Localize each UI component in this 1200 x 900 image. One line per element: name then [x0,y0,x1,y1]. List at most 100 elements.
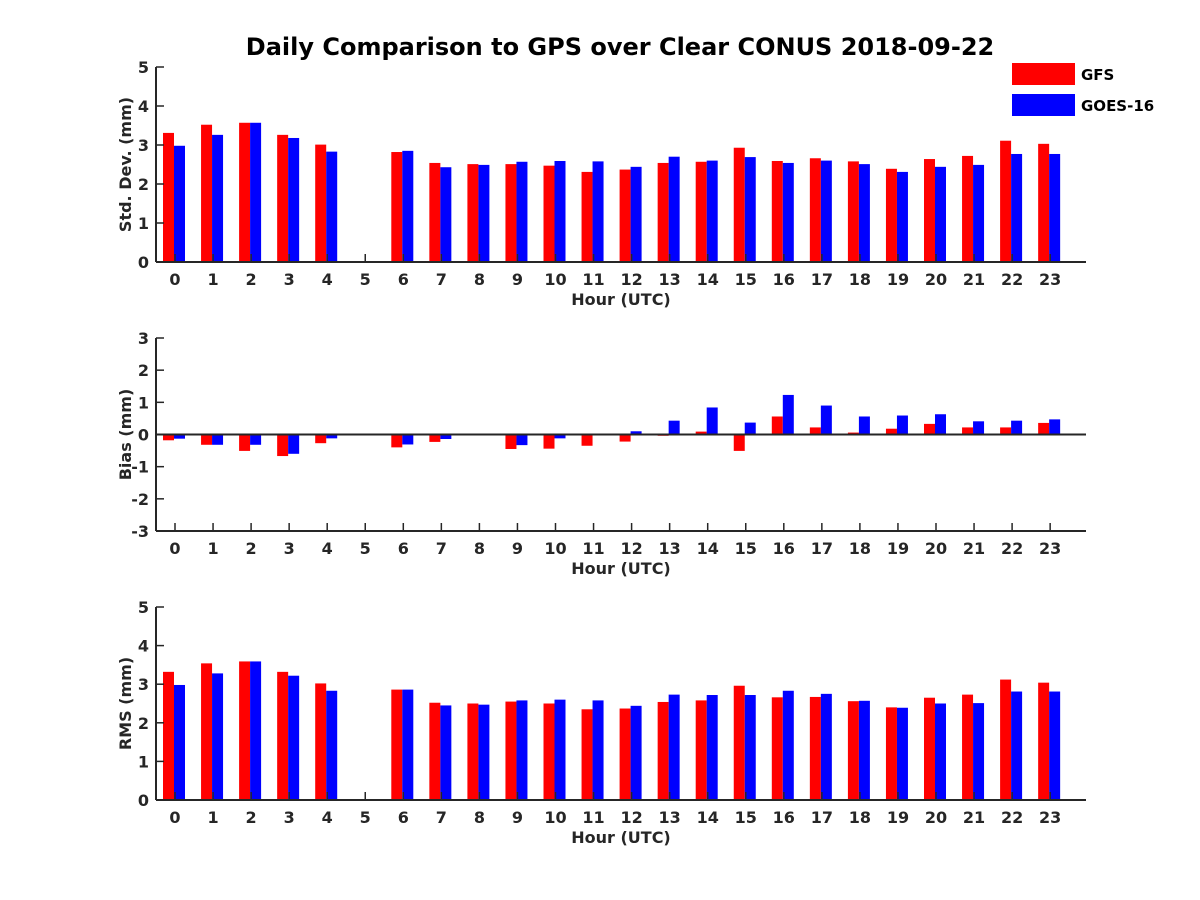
bar-bias-goes-16-hour-9 [516,434,528,446]
bar-bias-gfs-hour-6 [391,434,403,448]
x-tick-label: 1 [207,539,218,558]
bar-std-gfs-hour-18 [847,161,859,262]
bar-bias-goes-16-hour-15 [744,422,756,435]
bar-bias-goes-16-hour-18 [858,416,870,435]
bar-rms-gfs-hour-14 [695,700,707,800]
x-tick-label: 0 [169,808,180,827]
x-axis-label-bias: Hour (UTC) [571,559,671,578]
y-tick-label: 5 [138,58,149,77]
y-tick-label: 0 [138,791,149,810]
bar-bias-goes-16-hour-13 [668,420,680,435]
bar-bias-gfs-hour-0 [163,434,174,441]
y-tick-label: 3 [138,136,149,155]
bar-rms-goes-16-hour-18 [858,700,870,800]
x-tick-label: 23 [1039,808,1061,827]
bar-std-gfs-hour-2 [239,122,251,263]
x-tick-label: 15 [735,539,757,558]
x-tick-label: 23 [1039,270,1061,289]
bar-bias-gfs-hour-9 [505,434,517,449]
x-tick-label: 17 [811,539,833,558]
bar-rms-gfs-hour-16 [771,697,783,800]
bar-rms-goes-16-hour-9 [516,700,528,800]
x-tick-label: 15 [735,808,757,827]
bar-bias-gfs-hour-1 [201,434,213,445]
x-axis-label-std: Hour (UTC) [571,290,671,309]
bar-std-gfs-hour-19 [885,168,897,262]
bar-bias-goes-16-hour-22 [1011,420,1023,435]
x-tick-label: 10 [544,539,566,558]
bar-std-gfs-hour-7 [429,162,441,262]
x-tick-label: 5 [360,808,371,827]
bar-rms-gfs-hour-13 [657,701,669,800]
bar-std-gfs-hour-15 [733,147,745,262]
bar-std-gfs-hour-20 [924,159,935,262]
x-tick-label: 17 [811,270,833,289]
bar-std-gfs-hour-6 [391,152,403,262]
bar-bias-goes-16-hour-3 [288,434,300,454]
y-tick-label: 2 [138,175,149,194]
bar-rms-gfs-hour-23 [1038,682,1050,800]
x-axis-label-rms: Hour (UTC) [571,828,671,847]
bar-std-goes-16-hour-11 [592,161,604,262]
x-tick-label: 23 [1039,539,1061,558]
bar-rms-gfs-hour-6 [391,689,403,800]
x-tick-label: 7 [436,270,447,289]
legend-label-gfs: GFS [1081,66,1114,84]
bar-bias-gfs-hour-16 [771,416,783,435]
x-tick-label: 16 [773,808,795,827]
x-tick-label: 12 [620,270,642,289]
y-tick-label: 2 [138,361,149,380]
bar-bias-gfs-hour-20 [924,423,935,435]
x-tick-label: 9 [512,539,523,558]
x-tick-label: 0 [169,270,180,289]
x-tick-label: 22 [1001,270,1023,289]
bar-bias-goes-16-hour-17 [820,405,832,435]
bar-bias-goes-16-hour-12 [630,431,642,435]
bar-std-gfs-hour-16 [771,160,783,262]
x-tick-label: 8 [474,270,485,289]
x-tick-label: 2 [246,539,257,558]
bar-bias-gfs-hour-23 [1038,422,1050,435]
x-tick-label: 22 [1001,808,1023,827]
x-tick-label: 4 [322,539,333,558]
bar-bias-goes-16-hour-10 [554,434,566,439]
y-tick-label: 2 [138,714,149,733]
y-tick-label: 1 [138,214,149,233]
bar-std-goes-16-hour-22 [1011,153,1023,262]
x-tick-label: 3 [284,539,295,558]
bar-rms-goes-16-hour-4 [326,690,338,800]
bar-rms-gfs-hour-0 [163,671,174,800]
x-tick-label: 12 [620,539,642,558]
bar-std-goes-16-hour-19 [896,171,908,262]
bar-std-gfs-hour-8 [467,164,479,262]
x-tick-label: 20 [925,808,947,827]
bar-bias-goes-16-hour-16 [782,394,794,435]
y-axis-label-rms: RMS (mm) [116,657,135,750]
bar-std-goes-16-hour-23 [1049,153,1061,262]
bar-bias-goes-16-hour-7 [440,434,452,439]
bar-std-goes-16-hour-3 [288,137,300,262]
bar-std-gfs-hour-1 [201,124,213,262]
bar-rms-goes-16-hour-7 [440,705,452,800]
bar-bias-goes-16-hour-2 [250,434,262,445]
x-tick-label: 2 [246,808,257,827]
bar-rms-gfs-hour-3 [277,671,289,800]
bar-bias-goes-16-hour-23 [1049,419,1061,435]
bar-rms-gfs-hour-22 [1000,679,1012,800]
bar-std-gfs-hour-13 [657,162,669,262]
bar-rms-goes-16-hour-12 [630,705,642,800]
y-tick-label: 1 [138,393,149,412]
x-tick-label: 6 [398,808,409,827]
bar-std-gfs-hour-12 [619,169,631,262]
x-tick-label: 19 [887,808,909,827]
bar-rms-gfs-hour-15 [733,685,745,800]
x-tick-label: 4 [322,270,333,289]
chart-title: Daily Comparison to GPS over Clear CONUS… [246,33,994,61]
x-tick-label: 7 [436,539,447,558]
bar-rms-goes-16-hour-19 [896,707,908,800]
bar-rms-goes-16-hour-8 [478,704,490,800]
bar-rms-gfs-hour-21 [962,694,974,800]
y-tick-label: 0 [138,253,149,272]
bar-bias-gfs-hour-17 [809,427,821,435]
